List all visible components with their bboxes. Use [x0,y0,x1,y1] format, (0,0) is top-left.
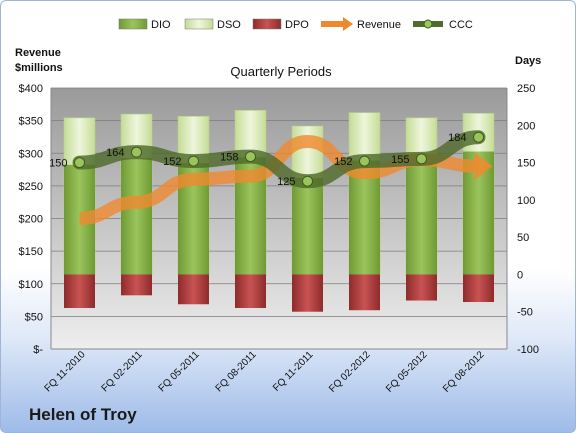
dio-bar [406,163,437,275]
left-tick-label: $350 [19,116,43,128]
legend-label-ccc: CCC [449,19,473,31]
dpo-bar [292,274,323,312]
revenue-arrowhead [474,152,493,181]
legend-marker-ccc [423,19,433,29]
ccc-point [359,155,370,167]
dio-bar [292,178,323,275]
dpo-bar [463,274,494,303]
right-tick-label: 0 [517,269,523,281]
x-tick-label: FQ 02-2012 [327,349,373,395]
right-tick-label: 150 [517,158,535,170]
dpo-bar [121,274,152,296]
left-tick-label: $300 [19,148,43,160]
legend-label-dso: DSO [217,19,241,31]
dpo-bar [64,274,95,308]
right-tick-label: 50 [517,232,529,244]
ccc-data-label: 155 [391,154,409,166]
x-tick-label: FQ 11-2010 [43,349,88,394]
left-axis-title-line1: Revenue [15,47,61,59]
right-tick-label: -50 [517,307,533,319]
legend-label-dio: DIO [151,19,171,31]
ccc-point [416,153,427,165]
left-tick-label: $100 [19,279,43,291]
legend-label-revenue: Revenue [357,19,401,31]
legend-arrowhead-revenue [343,17,353,31]
ccc-point [74,157,85,169]
x-tick-label: FQ 08-2012 [441,349,487,395]
x-tick-label: FQ 02-2011 [100,349,145,394]
left-tick-label: $250 [19,181,43,193]
dpo-bar [349,274,380,311]
ccc-data-label: 184 [448,132,466,144]
ccc-data-label: 125 [277,176,295,188]
right-tick-label: 250 [517,83,535,95]
ccc-data-label: 150 [49,158,67,170]
right-axis-title: Days [515,55,541,67]
left-tick-label: $150 [19,246,43,258]
dio-bar [121,158,152,275]
left-tick-label: $200 [19,214,43,226]
ccc-data-label: 164 [106,147,124,159]
company-label: Helen of Troy [29,405,137,424]
x-tick-label: FQ 05-2011 [157,349,202,394]
x-tick-label: FQ 05-2012 [384,349,430,395]
left-tick-label: $- [33,344,43,356]
dpo-bar [406,274,437,301]
ccc-data-label: 158 [220,152,238,164]
chart-title: Quarterly Periods [230,64,332,79]
ccc-point [245,151,256,163]
left-tick-label: $50 [25,311,43,323]
x-tick-label: FQ 08-2011 [214,349,259,394]
right-tick-label: -100 [517,344,539,356]
left-axis-title-line2: $millions [15,62,63,74]
legend-swatch-dpo [252,18,282,30]
dpo-bar [235,274,266,308]
legend-swatch-dso [184,18,214,30]
x-tick-label: FQ 11-2011 [271,349,316,394]
ccc-data-label: 152 [163,156,181,168]
dpo-bar [178,274,209,305]
legend-label-dpo: DPO [285,19,309,31]
right-tick-label: 200 [517,120,535,132]
dio-bar [349,160,380,275]
left-tick-label: $400 [19,83,43,95]
ccc-line [72,130,486,189]
ccc-point [302,175,313,187]
ccc-point [188,155,199,167]
legend-swatch-dio [118,18,148,30]
ccc-point [131,146,142,158]
right-tick-label: 100 [517,195,535,207]
ccc-data-label: 152 [334,156,352,168]
ccc-point [473,131,484,143]
